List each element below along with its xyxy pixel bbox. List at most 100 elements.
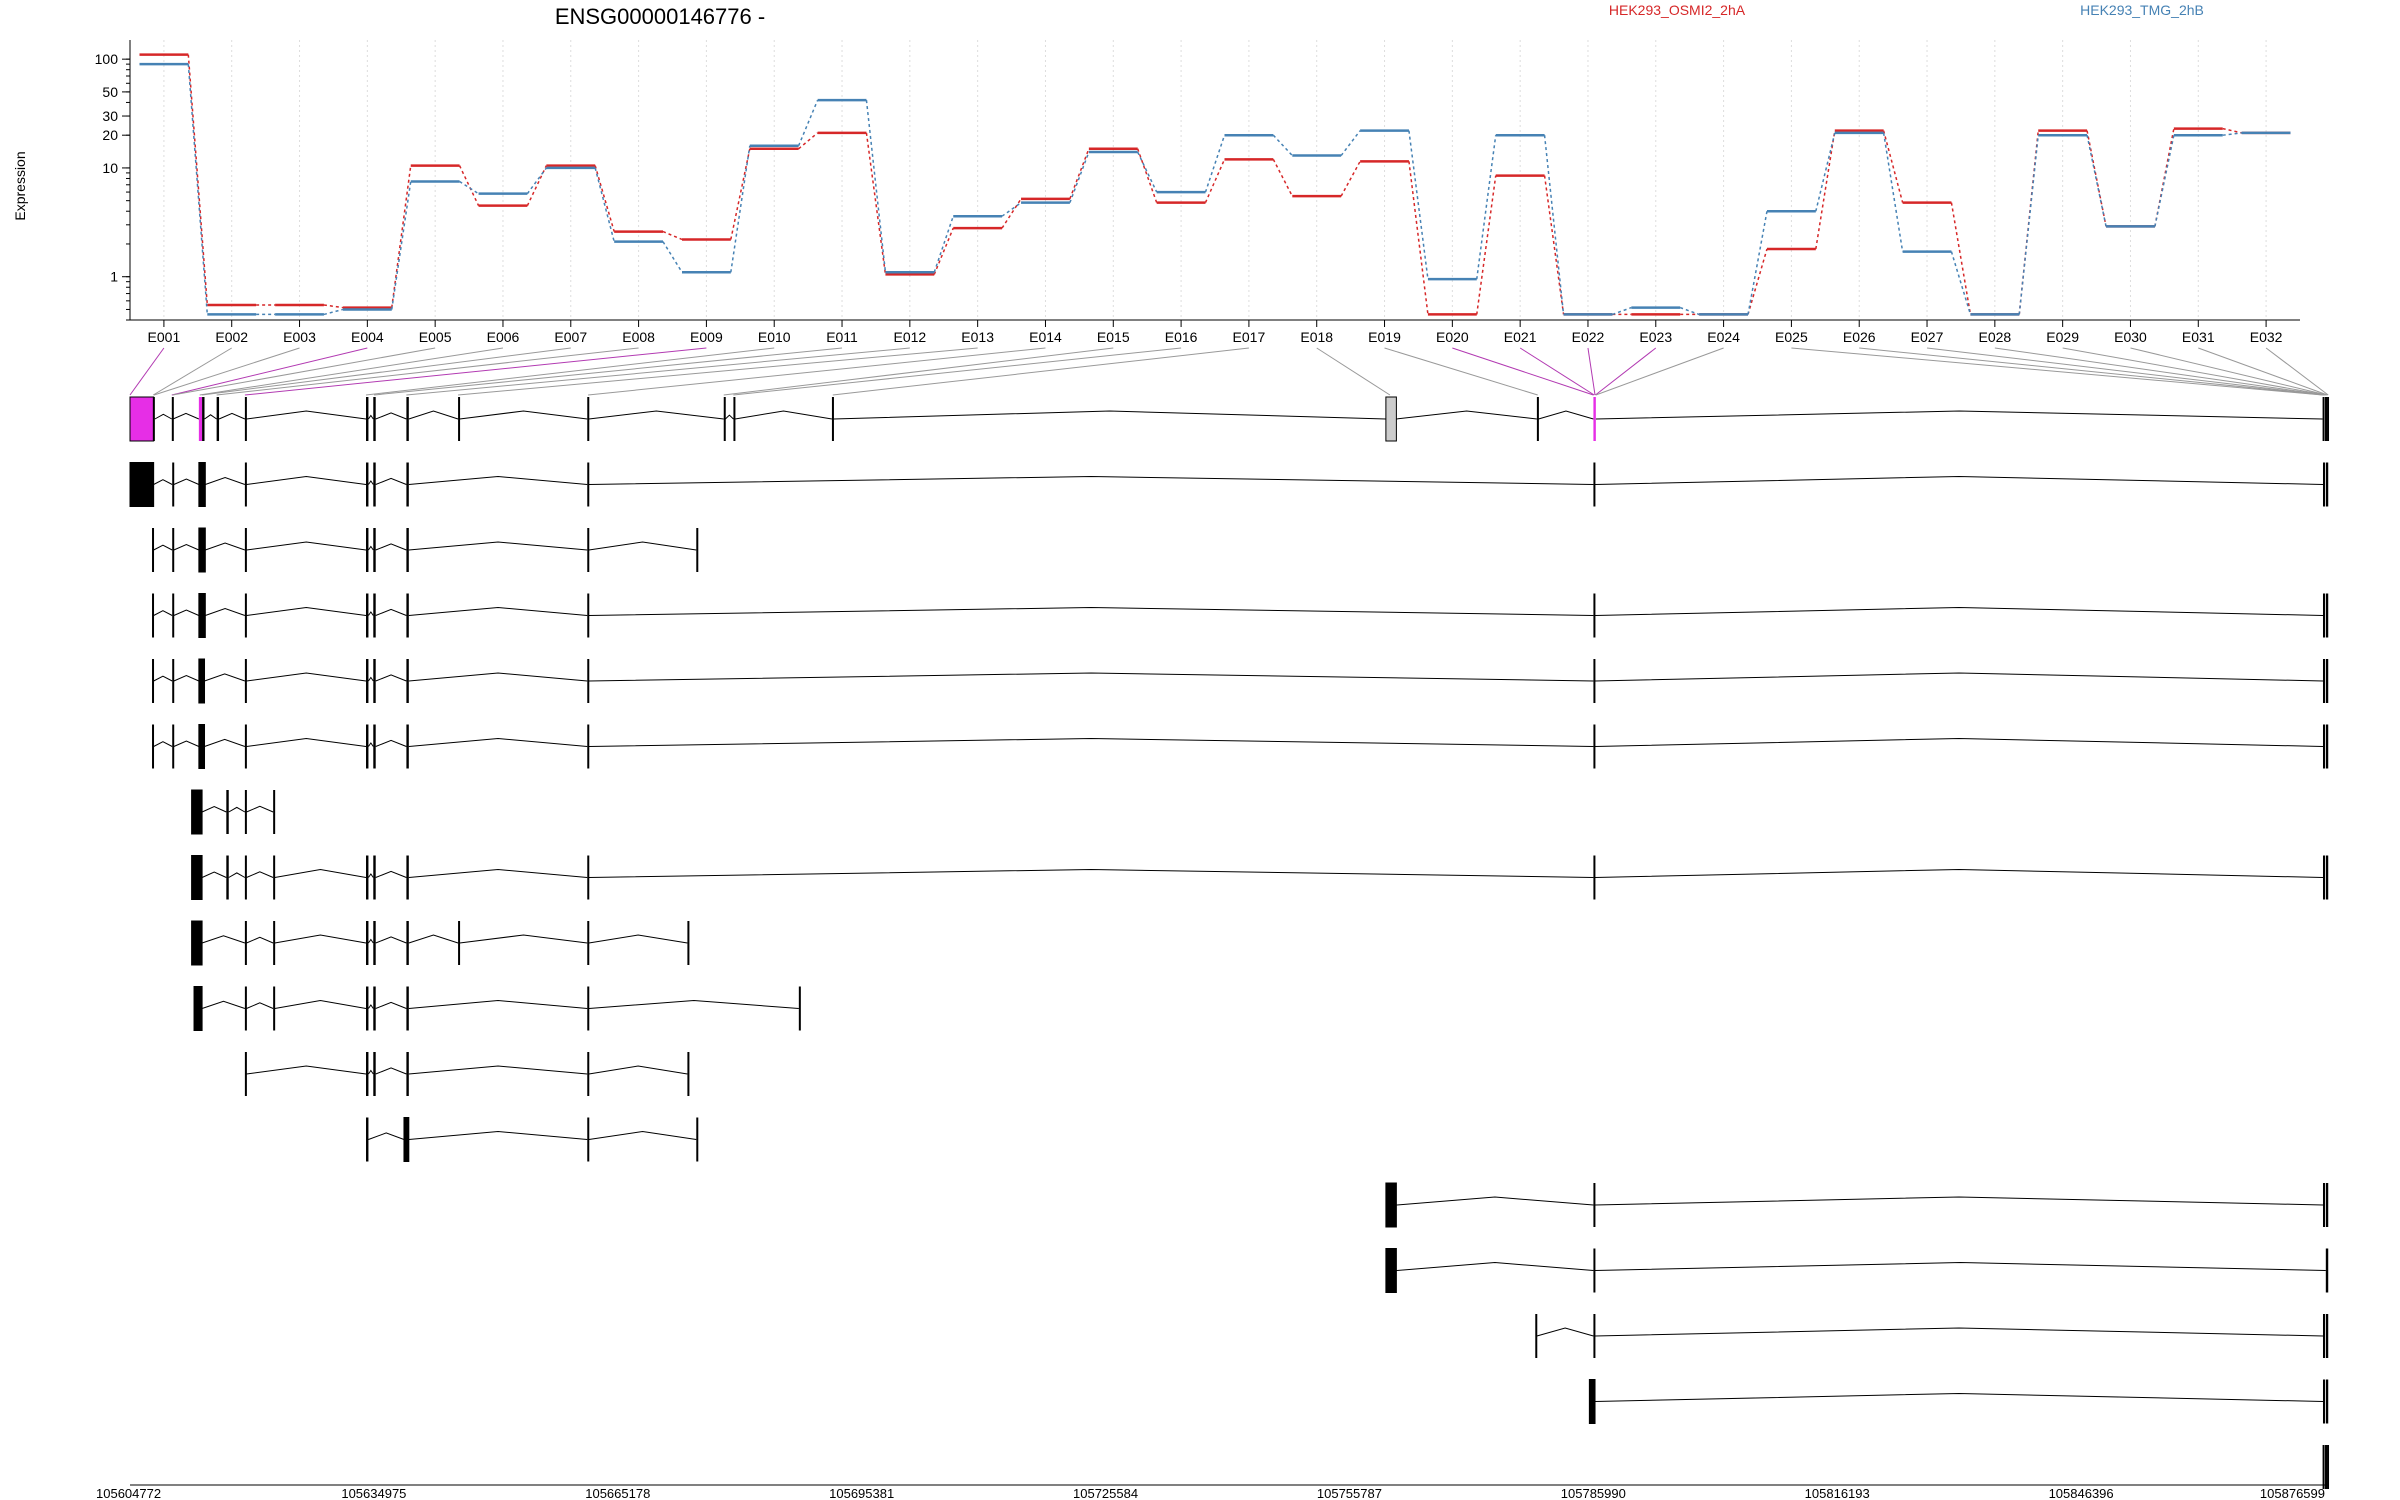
- transcript-row-9: [191, 920, 690, 966]
- exon-box: [687, 1052, 690, 1096]
- exon-connector: [2198, 347, 2328, 396]
- exon-box: [2325, 1183, 2329, 1227]
- exon-box: [366, 724, 369, 769]
- exon-box: [373, 528, 376, 572]
- exon-connector: [374, 347, 843, 396]
- series-connector: [1272, 158, 1293, 197]
- exon-box: [373, 724, 376, 769]
- series-connector: [1950, 202, 1972, 315]
- intron: [408, 410, 459, 420]
- exon-box: [152, 659, 155, 703]
- series-connector: [662, 230, 683, 241]
- transcript-row-2: [129, 462, 2329, 507]
- intron: [368, 1004, 374, 1009]
- intron: [274, 868, 367, 878]
- y-tick-label: 50: [102, 84, 118, 100]
- intron: [201, 806, 227, 813]
- series-connector: [2018, 135, 2039, 315]
- exon-box: [129, 396, 155, 442]
- exon-box: [587, 1052, 590, 1096]
- exon-box: [403, 1117, 410, 1162]
- x-tick-label-e013: E013: [961, 329, 994, 345]
- series-connector: [323, 304, 344, 309]
- exon-box: [198, 397, 203, 441]
- exon-box: [273, 921, 276, 965]
- exon-connector: [1587, 347, 1596, 396]
- series-connector: [1204, 134, 1226, 193]
- series-connector: [594, 167, 615, 242]
- exon-box: [2322, 1445, 2325, 1489]
- intron: [734, 410, 833, 420]
- exon-box: [2325, 1445, 2328, 1489]
- exon-box: [587, 855, 590, 900]
- exon-box: [373, 855, 376, 900]
- exon-box: [2325, 1248, 2329, 1293]
- series-connector: [1747, 211, 1768, 315]
- series-connector: [1815, 130, 1836, 250]
- intron: [204, 414, 217, 420]
- x-tick-label-e009: E009: [690, 329, 723, 345]
- series-connector: [1612, 306, 1632, 316]
- exon-box: [198, 462, 206, 507]
- exon-connector: [152, 347, 232, 396]
- intron: [408, 868, 588, 878]
- series-connector: [1069, 148, 1090, 200]
- exon-box: [273, 855, 276, 900]
- series-connector: [1882, 130, 1904, 203]
- transcript-row-7: [191, 789, 276, 835]
- series-connector: [459, 180, 479, 195]
- series-connector: [1408, 130, 1429, 280]
- exon-connector: [2265, 347, 2329, 396]
- intron: [154, 413, 173, 420]
- intron: [218, 412, 246, 420]
- exon-connector: [832, 347, 1249, 396]
- intron: [228, 872, 246, 878]
- intron: [375, 1067, 407, 1075]
- legend-series-b: HEK293_TMG_2hB: [2080, 2, 2204, 18]
- exon-box: [273, 790, 276, 834]
- intron: [201, 871, 227, 878]
- exon-box: [193, 986, 203, 1031]
- intron: [1536, 1327, 1594, 1337]
- intron: [1396, 1196, 1594, 1206]
- intron: [246, 1002, 274, 1009]
- exon-connector: [244, 347, 707, 396]
- series-connector: [1001, 198, 1022, 229]
- intron: [205, 608, 246, 616]
- exon-box: [587, 921, 590, 965]
- intron: [588, 672, 1594, 682]
- exon-box: [1588, 1379, 1596, 1424]
- series-connector: [1001, 201, 1022, 217]
- exon-box: [1593, 855, 1596, 900]
- exon-box: [373, 462, 376, 507]
- x-tick-label-e019: E019: [1368, 329, 1401, 345]
- exon-connector: [458, 347, 978, 396]
- x-tick-label-e032: E032: [2250, 329, 2283, 345]
- exon-box: [2325, 1314, 2329, 1358]
- exon-box: [191, 789, 203, 835]
- intron: [408, 737, 588, 747]
- transcript-row-17: [2322, 1445, 2330, 1489]
- series-connector: [865, 100, 887, 273]
- intron: [246, 606, 367, 616]
- exon-connector: [1926, 347, 2325, 396]
- intron: [588, 1130, 697, 1140]
- exon-box: [366, 528, 369, 572]
- exon-box: [2322, 397, 2325, 441]
- intron: [588, 934, 688, 944]
- intron: [205, 477, 246, 485]
- series-connector: [1204, 159, 1226, 203]
- exon-box: [366, 397, 369, 441]
- series-connector: [2154, 135, 2175, 227]
- exon-box: [587, 659, 590, 703]
- series-connector: [1950, 251, 1972, 315]
- genomic-tick-label: 105846396: [2049, 1486, 2114, 1500]
- exon-box: [1593, 397, 1596, 441]
- transcript-row-16: [1588, 1379, 2329, 1424]
- exon-connector: [2130, 347, 2327, 396]
- intron: [246, 475, 367, 485]
- series-connector: [1747, 248, 1768, 315]
- x-tick-label-e021: E021: [1504, 329, 1537, 345]
- exon-connector: [2062, 347, 2326, 396]
- exon-box: [244, 397, 247, 441]
